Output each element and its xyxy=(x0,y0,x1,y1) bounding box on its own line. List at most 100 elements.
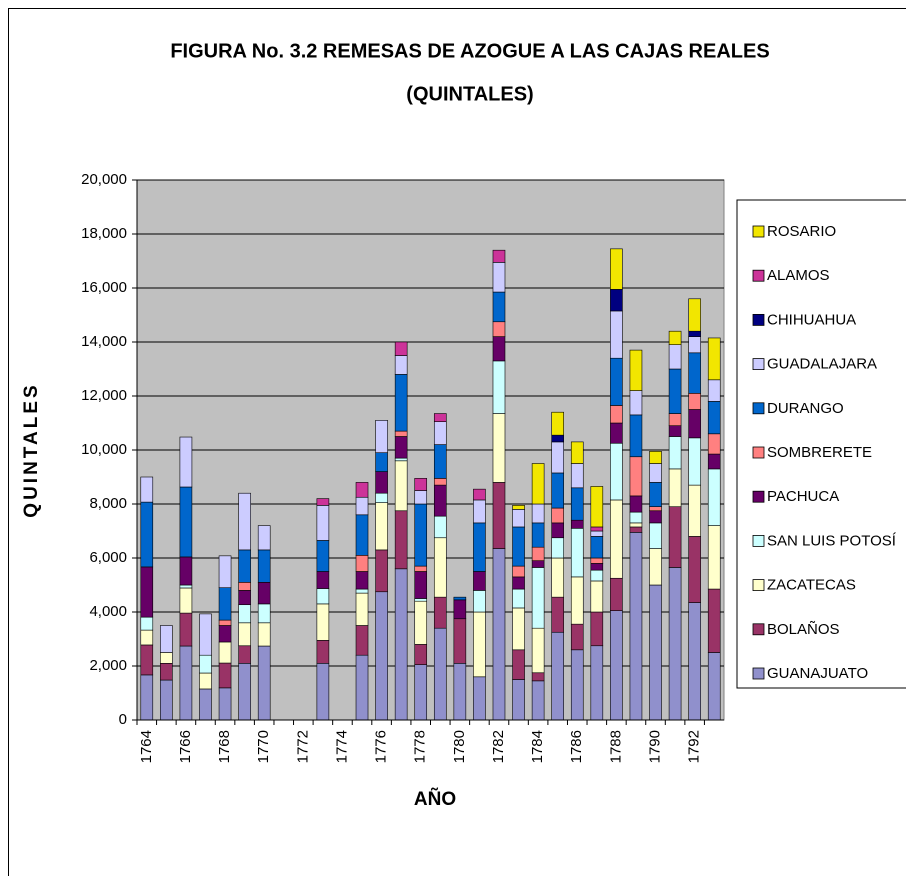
bar-segment xyxy=(513,650,525,680)
bar-segment xyxy=(219,642,231,663)
bar-segment xyxy=(258,623,270,646)
bar-segment xyxy=(239,493,251,550)
bar-segment xyxy=(571,650,583,720)
bar-segment xyxy=(708,454,720,469)
legend-swatch xyxy=(753,314,764,325)
bar-segment xyxy=(493,337,505,361)
bar-segment xyxy=(669,345,681,369)
y-tick-label: 0 xyxy=(119,711,127,728)
bar-segment xyxy=(356,515,368,556)
legend-swatch xyxy=(753,359,764,370)
bar-segment xyxy=(434,485,446,516)
bar-segment xyxy=(415,599,427,602)
y-tick-label: 20,000 xyxy=(81,171,127,188)
y-tick-label: 6,000 xyxy=(89,549,127,566)
bar-segment xyxy=(454,619,466,664)
bar-segment xyxy=(199,614,211,655)
bar-segment xyxy=(591,646,603,720)
bar-segment xyxy=(630,496,642,512)
bar-segment xyxy=(434,445,446,479)
bar-segment xyxy=(669,426,681,437)
bar-segment xyxy=(473,572,485,591)
bar-segment xyxy=(395,356,407,375)
bar-segment xyxy=(356,655,368,720)
x-tick-label: 1766 xyxy=(177,730,194,763)
bar-segment xyxy=(591,558,603,563)
bar-segment xyxy=(454,600,466,619)
bar-segment xyxy=(689,485,701,536)
bar-segment xyxy=(669,331,681,345)
bar-segment xyxy=(493,414,505,483)
bar-segment xyxy=(317,663,329,720)
x-axis-title: AÑO xyxy=(414,788,456,810)
legend-swatch xyxy=(753,668,764,679)
legend-swatch xyxy=(753,447,764,458)
bar-segment xyxy=(552,442,564,473)
bar-segment xyxy=(493,549,505,720)
bar-segment xyxy=(395,569,407,720)
bar-segment xyxy=(552,412,564,435)
bar-segment xyxy=(610,358,622,405)
bar-segment xyxy=(376,493,388,502)
bar-segment xyxy=(493,292,505,322)
bar-segment xyxy=(356,589,368,593)
bar-segment xyxy=(356,555,368,571)
y-tick-label: 12,000 xyxy=(81,387,127,404)
bar-segment xyxy=(258,646,270,720)
bar-segment xyxy=(160,653,172,664)
bar-segment xyxy=(415,572,427,599)
x-tick-label: 1768 xyxy=(216,730,233,763)
bar-segment xyxy=(141,675,153,720)
bar-segment xyxy=(571,577,583,624)
bar-segment xyxy=(669,567,681,720)
bar-segment xyxy=(356,482,368,497)
bar-segment xyxy=(376,420,388,452)
x-tick-label: 1776 xyxy=(373,730,390,763)
legend-swatch xyxy=(753,624,764,635)
bar-segment xyxy=(376,453,388,472)
bar-segment xyxy=(434,478,446,485)
bar-segment xyxy=(141,617,153,630)
x-tick-label: 1774 xyxy=(333,730,350,763)
bar-segment xyxy=(552,632,564,720)
bar-segment xyxy=(415,566,427,571)
bar-segment xyxy=(199,655,211,673)
bar-segment xyxy=(434,597,446,628)
bar-segment xyxy=(180,646,192,720)
x-tick-label: 1784 xyxy=(529,730,546,763)
bar-segment xyxy=(708,526,720,589)
bar-segment xyxy=(650,464,662,483)
legend-label: ALAMOS xyxy=(767,267,830,284)
bar-segment xyxy=(708,338,720,380)
bar-segment xyxy=(689,337,701,353)
y-tick-label: 10,000 xyxy=(81,441,127,458)
bar-segment xyxy=(434,414,446,422)
x-tick-label: 1782 xyxy=(490,730,507,763)
bar-segment xyxy=(376,472,388,494)
bar-segment xyxy=(239,550,251,582)
bar-segment xyxy=(434,516,446,538)
bar-segment xyxy=(180,585,192,588)
bar-segment xyxy=(708,401,720,433)
bar-segment xyxy=(513,608,525,650)
bar-segment xyxy=(669,469,681,507)
bar-segment xyxy=(376,550,388,592)
y-tick-label: 14,000 xyxy=(81,333,127,350)
bar-segment xyxy=(591,612,603,646)
bar-segment xyxy=(141,567,153,617)
bar-segment xyxy=(571,528,583,577)
x-tick-label: 1786 xyxy=(568,730,585,763)
bar-segment xyxy=(493,482,505,548)
bar-segment xyxy=(454,663,466,720)
bar-segment xyxy=(415,644,427,664)
bar-segment xyxy=(141,502,153,567)
chart-title: FIGURA No. 3.2 REMESAS DE AZOGUE A LAS C… xyxy=(170,40,769,62)
bar-segment xyxy=(532,628,544,673)
bar-segment xyxy=(689,410,701,438)
bar-segment xyxy=(532,561,544,568)
bar-segment xyxy=(493,250,505,262)
bar-segment xyxy=(532,673,544,681)
bar-segment xyxy=(395,511,407,569)
y-tick-label: 18,000 xyxy=(81,225,127,242)
bar-segment xyxy=(630,415,642,457)
